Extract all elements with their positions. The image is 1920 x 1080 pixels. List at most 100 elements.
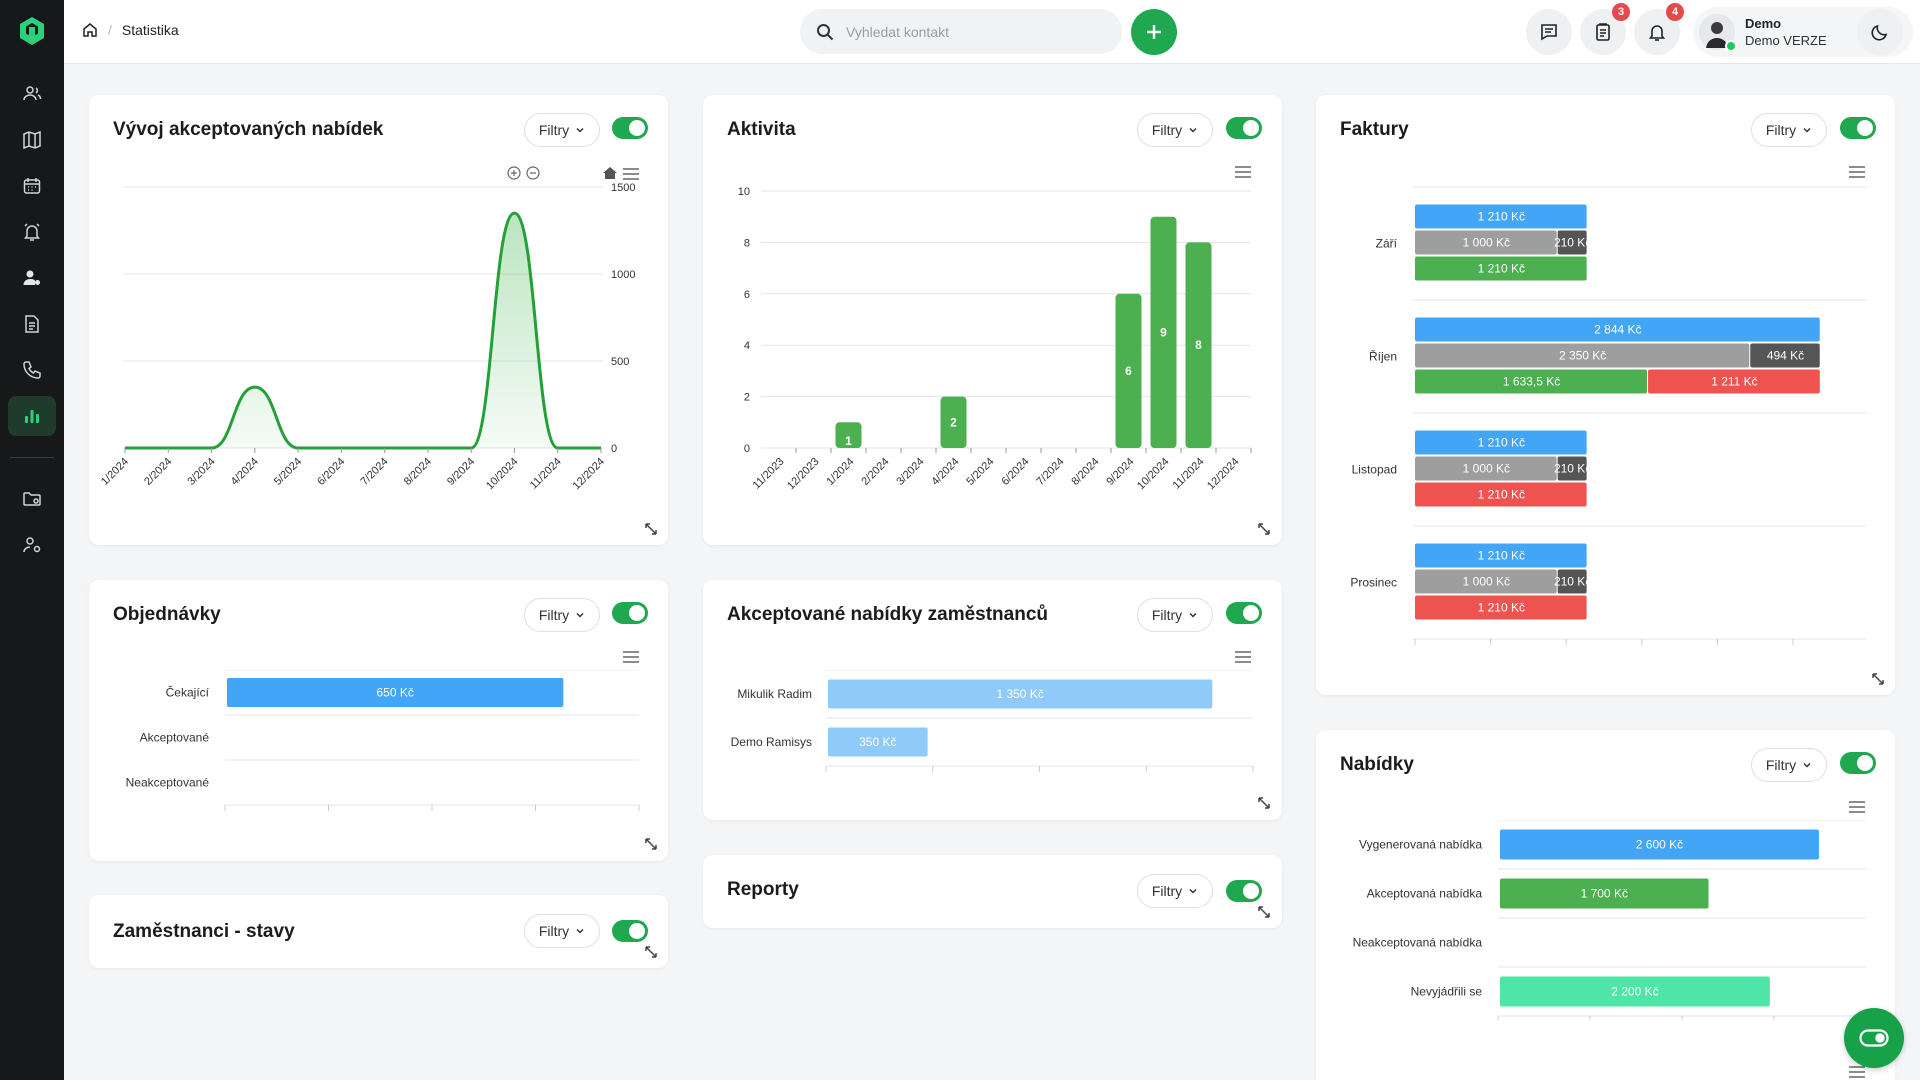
bar-data-label: 1 211 Kč (1711, 375, 1757, 389)
chart-menu-icon[interactable] (1849, 166, 1865, 178)
visibility-toggle[interactable] (612, 117, 648, 139)
bar-segment (1557, 569, 1587, 594)
card-employee-accepted-offers: Akceptované nabídky zaměstnanců Filtry M… (703, 580, 1282, 820)
x-tick-label: 2/2024 (859, 456, 891, 488)
visibility-toggle[interactable] (1226, 880, 1262, 902)
visibility-toggle[interactable] (612, 602, 648, 624)
x-tick-label: 6/2024 (999, 456, 1031, 488)
y-tick-label: 1000 (611, 269, 635, 281)
map-icon (23, 130, 41, 150)
bar-data-label: 2 350 Kč (1559, 349, 1606, 363)
bar (1185, 242, 1212, 448)
x-tick-label: 7/2024 (1034, 456, 1066, 488)
bar-segment (1415, 595, 1587, 620)
visibility-toggle[interactable] (1226, 117, 1262, 139)
bar (1500, 829, 1819, 860)
x-tick-label: 12/2024 (1205, 456, 1242, 493)
card-orders: Objednávky Filtry Čekající 650 Kč Akceptov… (89, 580, 668, 861)
filter-button[interactable]: Filtry (524, 598, 600, 632)
filter-button[interactable]: Filtry (1137, 598, 1213, 632)
sidebar-item-contacts[interactable] (8, 74, 56, 114)
resize-icon[interactable] (1257, 905, 1271, 919)
filter-button[interactable]: Filtry (1137, 874, 1213, 908)
resize-icon[interactable] (644, 945, 658, 959)
bar-data-label: 6 (1125, 364, 1132, 378)
phone-icon (23, 361, 41, 379)
chart-menu-icon[interactable] (1235, 166, 1251, 178)
chart-menu-icon[interactable] (623, 651, 639, 663)
reset-zoom-home-icon[interactable] (602, 166, 618, 180)
zoom-out-icon[interactable] (526, 166, 540, 180)
bar-data-label: 2 844 Kč (1594, 323, 1641, 337)
bar-data-label: 210 Kč (1554, 575, 1591, 589)
sidebar-divider (10, 457, 54, 458)
filter-label: Filtry (1151, 607, 1183, 623)
resize-icon[interactable] (644, 837, 658, 851)
sidebar-item-map[interactable] (8, 120, 56, 160)
filter-button[interactable]: Filtry (1751, 113, 1827, 147)
home-icon[interactable] (82, 22, 98, 38)
visibility-toggle[interactable] (1226, 602, 1262, 624)
sidebar-item-statistics[interactable] (8, 396, 56, 436)
chart-menu-icon[interactable] (623, 168, 639, 180)
sidebar-item-documents[interactable] (8, 304, 56, 344)
series-area (125, 213, 601, 448)
sidebar-item-calls[interactable] (8, 350, 56, 390)
chart-menu-icon[interactable] (1849, 801, 1865, 813)
category-label: Neakceptovaná nabídka (1353, 936, 1483, 950)
floating-toggle-button[interactable] (1844, 1008, 1904, 1068)
bar-segment (1415, 482, 1587, 507)
visibility-toggle[interactable] (1840, 752, 1876, 774)
bar-data-label: 494 Kč (1767, 349, 1804, 363)
filter-button[interactable]: Filtry (1751, 748, 1827, 782)
secondary-menu-icon[interactable] (1849, 1066, 1865, 1078)
chevron-down-icon (576, 127, 584, 133)
search-box[interactable] (800, 9, 1122, 54)
sidebar-item-folders[interactable] (8, 479, 56, 519)
sidebar-item-reminders[interactable] (8, 212, 56, 252)
theme-toggle-button[interactable] (1857, 9, 1903, 55)
card-invoices: Faktury Filtry Září 1 210 Kč 1 000 Kč 210 K… (1316, 95, 1895, 695)
visibility-toggle[interactable] (612, 920, 648, 942)
search-input[interactable] (846, 23, 1086, 40)
filter-button[interactable]: Filtry (524, 914, 600, 948)
chevron-down-icon (1189, 127, 1197, 133)
bar-segment (1415, 369, 1648, 394)
add-button[interactable] (1131, 9, 1177, 55)
bar-data-label: 1 210 Kč (1478, 488, 1525, 502)
search-icon (817, 23, 834, 40)
bar-data-label: 1 000 Kč (1463, 462, 1510, 476)
bar (828, 727, 928, 757)
sidebar-item-calendar[interactable] (8, 166, 56, 206)
filter-button[interactable]: Filtry (524, 113, 600, 147)
notifications-badge: 4 (1666, 3, 1684, 21)
orders-bar-chart: Čekající 650 Kč Akceptované Neakceptované (126, 670, 640, 811)
filter-label: Filtry (538, 923, 570, 939)
resize-icon[interactable] (644, 522, 658, 536)
visibility-toggle[interactable] (1840, 117, 1876, 139)
breadcrumb-separator: / (108, 22, 112, 38)
bar-data-label: 1 210 Kč (1478, 601, 1525, 615)
calendar-icon (23, 178, 41, 194)
tasks-button[interactable]: 3 (1580, 3, 1630, 55)
category-label: Nevyjádřili se (1411, 985, 1483, 999)
zoom-in-icon[interactable] (507, 166, 521, 180)
resize-icon[interactable] (1257, 796, 1271, 810)
chart-menu-icon[interactable] (1235, 651, 1251, 663)
app-logo[interactable] (18, 16, 46, 46)
x-tick-label: 11/2023 (751, 456, 787, 492)
filter-button[interactable]: Filtry (1137, 113, 1213, 147)
bar-data-label: 8 (1195, 338, 1202, 352)
sidebar-item-employees[interactable] (8, 258, 56, 298)
x-tick-label: 1/2024 (99, 456, 131, 488)
category-label: Listopad (1352, 463, 1397, 477)
resize-icon[interactable] (1871, 672, 1885, 686)
notifications-button[interactable]: 4 (1634, 3, 1684, 55)
messages-button[interactable] (1526, 9, 1572, 55)
y-tick-label: 0 (744, 443, 750, 455)
category-label: Akceptovaná nabídka (1367, 887, 1483, 901)
sidebar-item-user-admin[interactable] (8, 525, 56, 565)
breadcrumb: / Statistika (82, 22, 179, 38)
resize-icon[interactable] (1257, 522, 1271, 536)
users-icon (23, 86, 42, 101)
